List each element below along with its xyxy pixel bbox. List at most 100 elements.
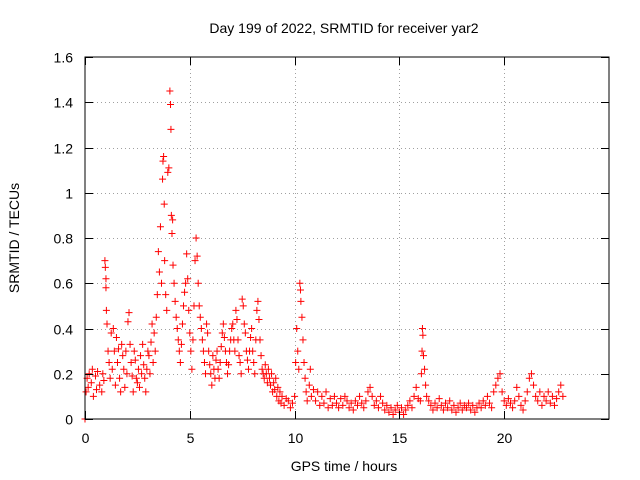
data-point <box>173 325 181 332</box>
data-point <box>393 401 401 409</box>
data-point <box>364 388 372 396</box>
data-point <box>140 361 148 369</box>
data-point <box>138 370 146 378</box>
data-point <box>102 275 110 283</box>
grid-lines <box>85 57 609 419</box>
data-point <box>167 211 175 219</box>
axis-ticks <box>85 57 609 420</box>
data-point <box>270 379 278 387</box>
data-point <box>420 352 428 360</box>
data-point <box>164 168 172 176</box>
data-point <box>126 340 134 348</box>
data-point <box>247 334 255 342</box>
data-point <box>422 381 430 389</box>
data-point <box>129 388 137 396</box>
data-point <box>454 404 462 412</box>
data-point <box>291 392 299 400</box>
data-point <box>116 374 124 382</box>
data-point <box>177 340 185 348</box>
data-point <box>131 356 139 364</box>
data-point <box>91 372 99 380</box>
data-point <box>163 306 171 314</box>
data-point <box>299 336 307 344</box>
data-point <box>294 347 302 355</box>
data-point <box>366 383 374 391</box>
data-point <box>385 408 393 416</box>
data-point <box>193 252 201 260</box>
data-point <box>105 358 113 366</box>
data-point <box>212 356 220 364</box>
data-point <box>182 279 190 287</box>
data-point <box>301 374 309 382</box>
data-point <box>351 397 359 405</box>
data-point <box>326 395 334 403</box>
data-point <box>442 399 450 407</box>
data-point <box>506 399 514 407</box>
data-point <box>155 268 163 276</box>
data-point <box>112 334 120 342</box>
data-point <box>144 347 152 355</box>
data-point <box>353 401 361 409</box>
data-point <box>186 329 194 337</box>
data-point <box>349 406 357 414</box>
data-point <box>444 404 452 412</box>
data-point <box>509 404 517 412</box>
data-point <box>492 381 500 389</box>
data-point <box>309 386 317 394</box>
data-point <box>322 388 330 396</box>
data-point <box>387 404 395 412</box>
tick-labels: 0 0.2 0.4 0.6 0.8 1 1.2 1.4 1.6 0 5 10 15 20 <box>54 50 513 447</box>
x-tick-label: 20 <box>497 430 513 446</box>
data-point <box>255 315 263 323</box>
data-point <box>196 313 204 321</box>
data-point <box>197 325 205 332</box>
data-point <box>209 352 217 360</box>
data-point <box>312 397 320 405</box>
data-point <box>107 329 115 337</box>
data-point <box>253 306 261 314</box>
data-point <box>316 401 324 409</box>
data-point <box>89 392 97 400</box>
data-point <box>113 358 121 366</box>
data-point <box>128 372 136 380</box>
data-point <box>175 347 183 355</box>
data-point <box>198 336 206 344</box>
data-point <box>239 302 247 310</box>
data-point <box>115 345 123 353</box>
data-point <box>494 374 502 382</box>
data-point <box>341 392 349 400</box>
data-point <box>421 365 429 373</box>
data-point <box>530 381 538 389</box>
data-point <box>471 408 479 416</box>
data-point <box>490 388 498 396</box>
data-point <box>147 338 155 346</box>
data-point <box>374 404 382 412</box>
data-point <box>416 397 424 405</box>
data-point <box>296 286 304 294</box>
data-point <box>525 374 533 382</box>
y-tick-label: 0.4 <box>54 322 74 338</box>
data-point <box>123 370 131 378</box>
data-point <box>153 291 161 299</box>
data-point <box>404 401 412 409</box>
data-point <box>130 347 138 355</box>
data-point <box>122 347 130 355</box>
data-point <box>121 383 129 391</box>
data-point <box>82 388 90 396</box>
x-tick-label: 5 <box>187 430 195 446</box>
data-point <box>160 200 168 208</box>
data-point <box>183 250 191 258</box>
data-point <box>502 401 510 409</box>
data-point <box>381 406 389 414</box>
data-point <box>264 365 272 373</box>
y-tick-label: 0.6 <box>54 276 74 292</box>
data-point <box>555 388 563 396</box>
data-point <box>188 365 196 373</box>
x-tick-label: 15 <box>392 430 408 446</box>
data-point <box>286 404 294 412</box>
data-point <box>215 374 223 382</box>
data-point <box>527 370 535 378</box>
data-point <box>265 374 273 382</box>
data-point <box>511 397 519 405</box>
